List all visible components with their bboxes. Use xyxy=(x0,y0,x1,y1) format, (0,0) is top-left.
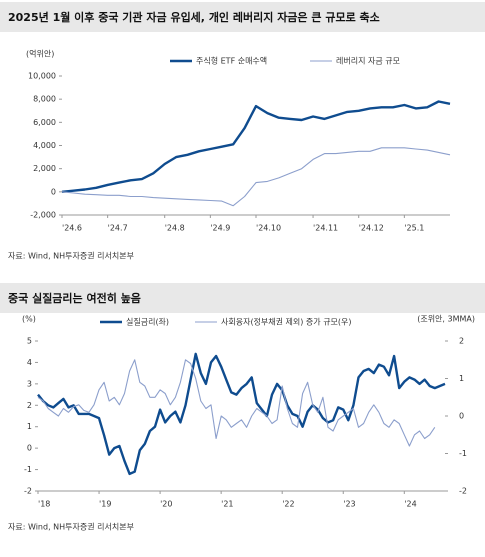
y2-tick-label: 0 xyxy=(459,412,464,421)
x-tick-label: '24.11 xyxy=(313,224,338,233)
series-line xyxy=(37,352,446,476)
x-tick-label: '19 xyxy=(99,500,111,509)
x-tick-label: '24.12 xyxy=(359,224,384,233)
y-axis-unit: (%) xyxy=(22,315,36,324)
y2-tick-label: 1 xyxy=(459,374,464,383)
x-tick-label: '24.7 xyxy=(108,224,128,233)
y-axis-unit: (억위안) xyxy=(26,49,54,59)
y-tick-label: 0 xyxy=(27,444,32,453)
y-tick-label: -2,000 xyxy=(30,211,56,220)
x-tick-label: '21 xyxy=(221,500,233,509)
y-tick-label: -2 xyxy=(24,487,32,496)
header-bar xyxy=(0,2,485,32)
legend-label: 사회융자(정부채권 제외) 증가 규모(우) xyxy=(221,317,352,327)
y-tick-label: 2,000 xyxy=(33,164,56,173)
x-tick-label: '22 xyxy=(282,500,294,509)
x-tick-label: '23 xyxy=(343,500,355,509)
x-tick-label: '24.6 xyxy=(62,224,82,233)
x-tick-label: '25.1 xyxy=(404,224,424,233)
y-tick-label: 3 xyxy=(27,379,32,388)
y-tick-label: -1 xyxy=(24,465,32,474)
x-tick-label: '24 xyxy=(404,500,416,509)
x-tick-label: '20 xyxy=(160,500,172,509)
y-tick-label: 4,000 xyxy=(33,141,56,150)
source-note: 자료: Wind, NH투자증권 리서치본부 xyxy=(8,522,134,532)
y-tick-label: 0 xyxy=(51,187,56,196)
header-bar xyxy=(0,283,485,313)
x-tick-label: '24.10 xyxy=(256,224,281,233)
y2-tick-label: -1 xyxy=(459,449,467,458)
y2-axis-unit: (조위안, 3MMA) xyxy=(417,314,475,324)
y-tick-label: 5 xyxy=(27,337,32,346)
series-line xyxy=(37,359,436,447)
legend-label: 실질금리(좌) xyxy=(126,317,169,327)
legend-label: 레버리지 자금 규모 xyxy=(336,56,400,66)
series-line xyxy=(61,147,451,207)
series-line xyxy=(61,100,451,193)
source-note: 자료: Wind, NH투자증권 리서치본부 xyxy=(8,251,134,261)
y-tick-label: 1 xyxy=(27,422,32,431)
y-tick-label: 4 xyxy=(27,358,32,367)
y-tick-label: 6,000 xyxy=(33,118,56,127)
y-tick-label: 8,000 xyxy=(33,95,56,104)
legend-label: 주식형 ETF 순매수액 xyxy=(196,56,267,66)
chart-title: 2025년 1월 이후 중국 기관 자금 유입세, 개인 레버리지 자금은 큰 … xyxy=(8,10,380,24)
y2-tick-label: 2 xyxy=(459,337,464,346)
x-tick-label: '18 xyxy=(38,500,50,509)
x-tick-label: '24.9 xyxy=(210,224,230,233)
y-tick-label: 10,000 xyxy=(28,72,56,81)
chart-title: 중국 실질금리는 여전히 높음 xyxy=(8,291,141,305)
y2-tick-label: -2 xyxy=(459,487,467,496)
x-tick-label: '24.8 xyxy=(165,224,185,233)
y-tick-label: 2 xyxy=(27,401,32,410)
